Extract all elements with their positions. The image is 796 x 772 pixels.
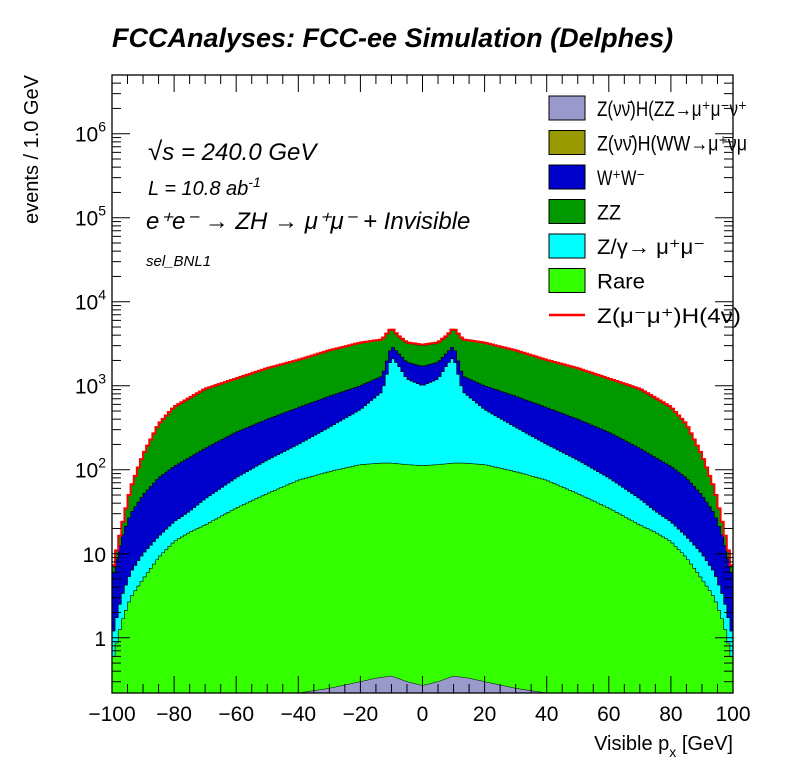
y-tick-base: 10 (75, 460, 98, 483)
legend-label: Z/γ→ μ⁺μ⁻ (597, 236, 705, 259)
legend-label: W⁺W⁻ (597, 167, 645, 190)
histogram-layers (111, 328, 734, 694)
legend-label: Rare (597, 271, 645, 294)
y-tick-label: 106 (75, 119, 106, 147)
y-tick-label: 102 (75, 455, 106, 483)
x-axis-label-main: Visible p (594, 733, 669, 755)
lumi-exp: -1 (248, 174, 260, 190)
x-tick-label: 20 (473, 703, 496, 726)
x-tick-label: 40 (535, 703, 558, 726)
x-tick-label: 60 (597, 703, 620, 726)
sqrt-s-label: √s = 240.0 GeV (148, 136, 318, 166)
process-label: e⁺e⁻ → ZH → μ⁺μ⁻ + Invisible (146, 208, 470, 235)
sqrt-s-text: s (162, 139, 174, 166)
y-axis-label: events / 1.0 GeV (21, 74, 43, 224)
annotations: √s = 240.0 GeV L = 10.8 ab-1 e⁺e⁻ → ZH →… (146, 136, 470, 270)
x-tick-label: 100 (715, 703, 750, 726)
x-axis-label: Visible px [GeV] (594, 733, 733, 760)
x-tick-label: 80 (659, 703, 682, 726)
x-tick-label: −20 (343, 703, 379, 726)
y-tick-exp: 3 (98, 371, 106, 387)
lumi-text: L = 10.8 ab (148, 178, 248, 200)
x-tick-label: −40 (280, 703, 316, 726)
rare-histogram (111, 462, 734, 694)
legend-label: Z(νν̄)H(ZZ→μ⁺μ⁻ν⁺ (597, 98, 747, 121)
y-tick-label: 103 (75, 371, 106, 399)
x-axis-label-unit: [GeV] (676, 733, 733, 755)
legend-swatch (548, 130, 586, 155)
y-tick-label: 1 (94, 628, 106, 651)
y-tick-exp: 6 (98, 119, 106, 135)
selection-label: sel_BNL1 (146, 253, 211, 270)
y-tick-base: 10 (75, 376, 98, 399)
y-tick-base: 10 (75, 124, 98, 147)
legend-label: Z(μ⁻μ⁺)H(4ν) (597, 305, 741, 328)
legend-swatch (548, 164, 586, 190)
y-tick-label: 104 (75, 287, 106, 315)
legend: Z(νν̄)H(ZZ→μ⁺μ⁻ν⁺ Z(νν̄)H(WW→μ⁺νμ W⁺W⁻ ZZ Z/… (548, 95, 747, 328)
y-tick-exp: 2 (98, 455, 106, 471)
y-tick-label: 10 (83, 544, 106, 567)
axes: −100 −80 −60 −40 −20 0 20 40 60 80 100110102103104… (75, 74, 751, 726)
chart-title: FCCAnalyses: FCC-ee Simulation (Delphes) (112, 23, 673, 53)
legend-swatch (548, 233, 586, 259)
y-tick-base: 10 (75, 292, 98, 315)
sqrt-symbol: √ (148, 136, 163, 166)
x-tick-label: 0 (417, 703, 429, 726)
legend-label: ZZ (597, 202, 621, 225)
y-tick-exp: 5 (98, 203, 106, 219)
x-tick-label: −100 (88, 703, 135, 726)
legend-swatch (548, 268, 586, 293)
legend-swatch (548, 199, 586, 224)
y-tick-base: 10 (75, 208, 98, 231)
zh-signal-line (112, 328, 733, 567)
y-tick-exp: 4 (98, 287, 106, 303)
x-tick-label: −60 (218, 703, 254, 726)
y-tick-label: 105 (75, 203, 106, 231)
x-tick-label: −80 (156, 703, 192, 726)
lumi-label: L = 10.8 ab-1 (148, 174, 261, 200)
x-axis-label-sub: x (669, 744, 676, 760)
legend-label: Z(νν̄)H(WW→μ⁺νμ (597, 133, 747, 156)
legend-swatch (548, 95, 586, 121)
sqrt-s-value: = 240.0 GeV (174, 139, 318, 166)
